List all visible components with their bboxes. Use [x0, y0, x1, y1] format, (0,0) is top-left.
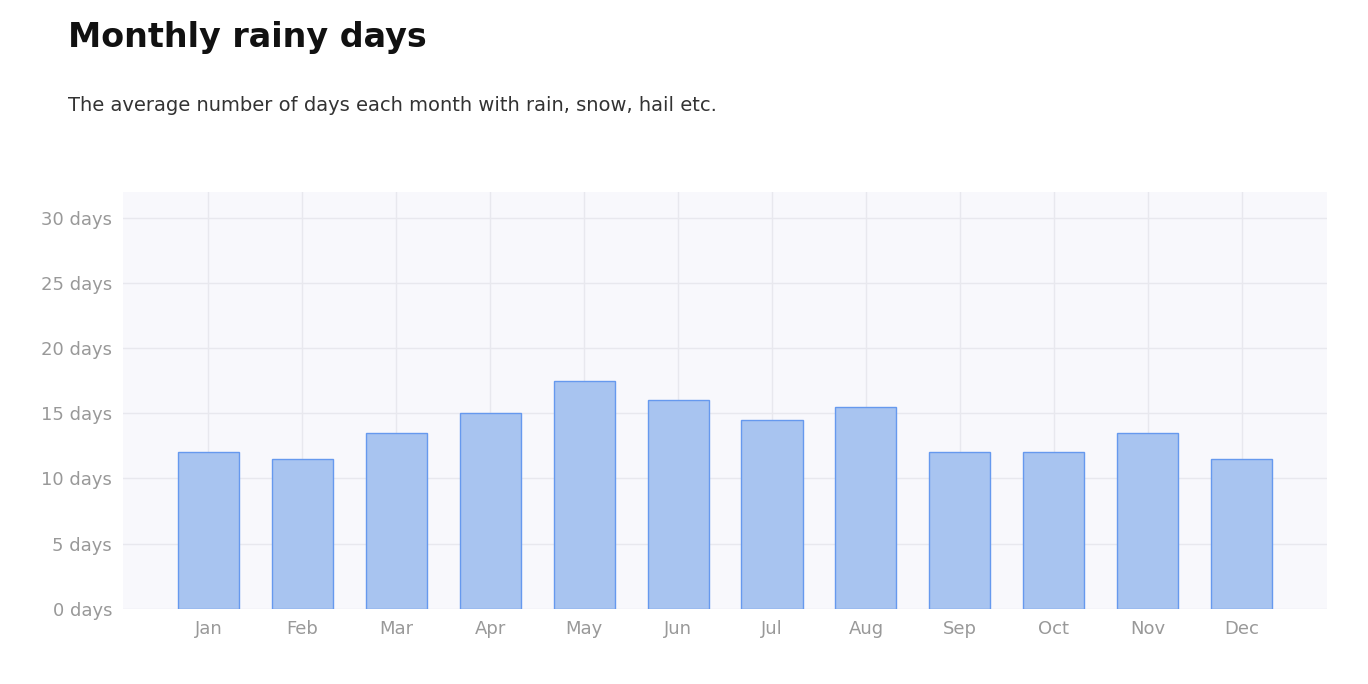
Bar: [365, 433, 427, 609]
Bar: [178, 452, 239, 609]
Text: The average number of days each month with rain, snow, hail etc.: The average number of days each month wi…: [68, 96, 717, 115]
Bar: [1211, 459, 1272, 609]
Bar: [1118, 433, 1178, 609]
Bar: [836, 407, 896, 609]
Text: Monthly rainy days: Monthly rainy days: [68, 21, 427, 53]
Bar: [1023, 452, 1085, 609]
Bar: [272, 459, 332, 609]
Bar: [647, 400, 709, 609]
Bar: [554, 380, 614, 609]
Bar: [929, 452, 990, 609]
Bar: [741, 420, 803, 609]
Bar: [460, 413, 521, 609]
